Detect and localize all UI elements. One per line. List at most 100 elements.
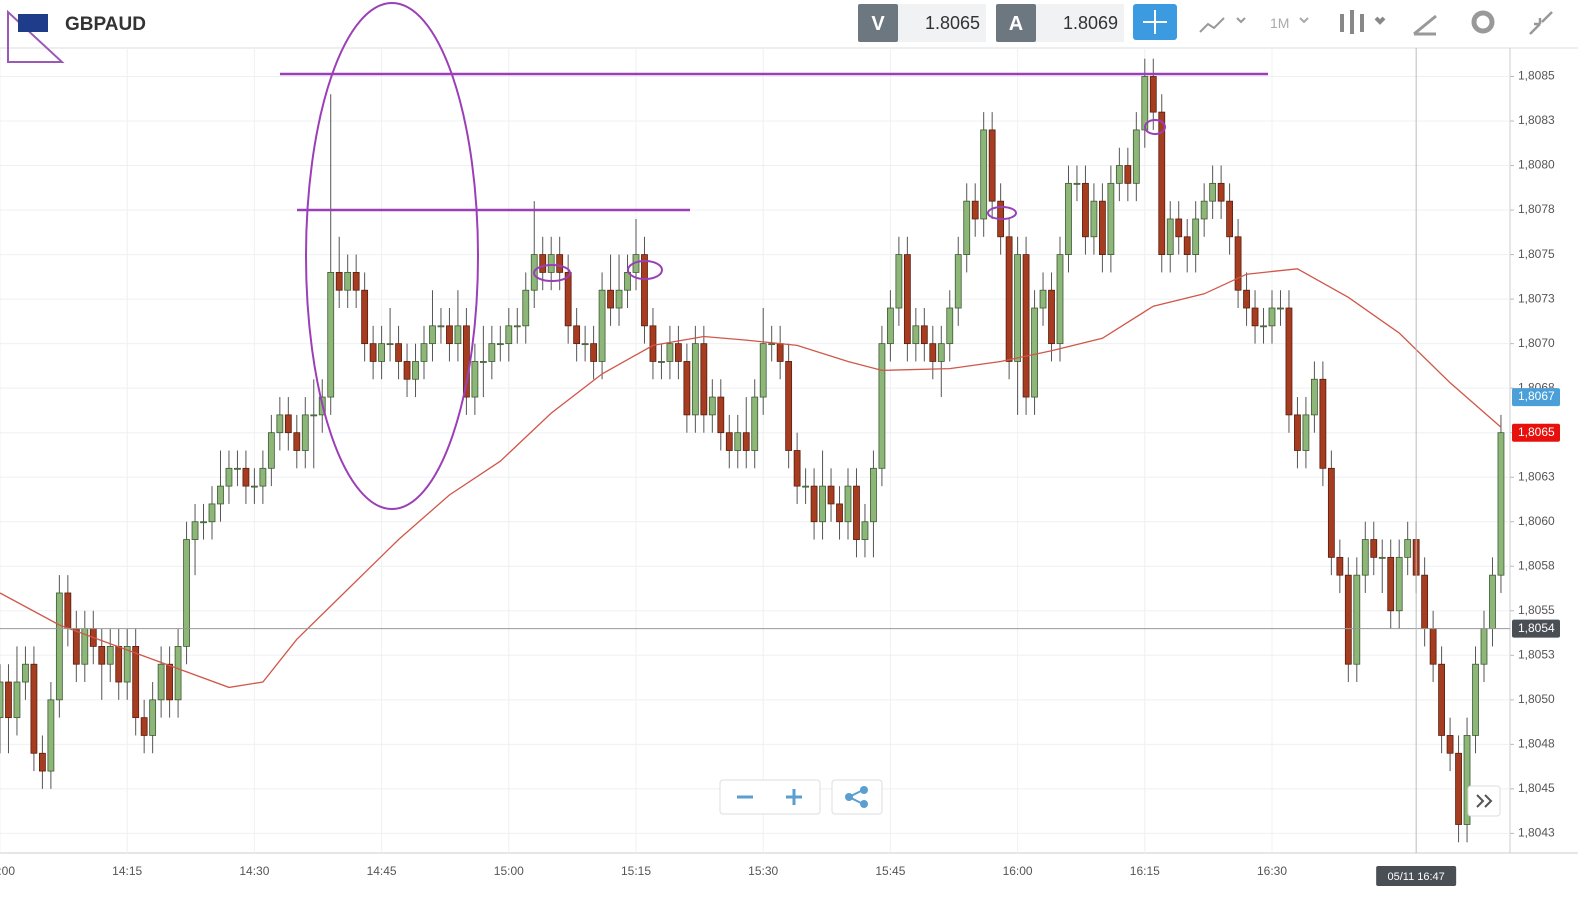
bid-value-box[interactable]	[898, 4, 986, 42]
candle-up	[1014, 254, 1021, 362]
candle-up	[191, 521, 199, 540]
y-tick-label: 1,8043	[1518, 826, 1555, 840]
candle-up	[217, 485, 224, 505]
marker-ellipse[interactable]	[627, 260, 663, 280]
candle-up	[895, 254, 903, 309]
candle-up	[615, 289, 623, 309]
candle-down	[1022, 254, 1030, 398]
candle-down	[140, 717, 148, 736]
candle-up	[301, 414, 309, 451]
marker-ellipse[interactable]	[1144, 119, 1166, 135]
draw-button[interactable]	[1413, 14, 1437, 36]
bid-box[interactable]	[858, 4, 898, 42]
candle-up	[327, 272, 335, 398]
price-tag-label: 1,8067	[1518, 389, 1555, 403]
candle-up	[1463, 735, 1471, 825]
candle-up	[1497, 432, 1505, 576]
x-tick-label: 16:30	[1257, 864, 1287, 878]
y-tick-label: 1,8080	[1518, 158, 1555, 172]
share-box[interactable]	[831, 779, 883, 815]
zoom-box	[719, 779, 821, 815]
candle-up	[1132, 129, 1140, 184]
candle-down	[369, 343, 377, 362]
candle-up	[1361, 539, 1369, 576]
candle-up	[598, 289, 606, 362]
candle-up	[980, 129, 988, 220]
y-tick-label: 1,8058	[1518, 558, 1555, 572]
settings-button[interactable]	[1471, 10, 1495, 34]
candle-up	[123, 646, 131, 683]
candle-up	[1192, 218, 1200, 255]
candle-down	[836, 503, 843, 523]
candle-down	[793, 450, 801, 487]
candle-up	[751, 396, 759, 451]
candle-down	[556, 254, 564, 273]
candle-up	[963, 200, 971, 255]
x-tick-label: 14:00	[0, 864, 15, 878]
candle-down	[1294, 414, 1301, 451]
candle-down	[1446, 735, 1454, 754]
ask-label: A	[1009, 13, 1023, 35]
candle-down	[929, 343, 937, 362]
candle-up	[1200, 200, 1208, 220]
crosshair-y-tag	[1512, 619, 1560, 638]
candle-up	[378, 343, 386, 362]
candle-up	[149, 699, 157, 736]
timeframe[interactable]: 1M	[1270, 15, 1289, 31]
candle-up	[1395, 556, 1403, 612]
zoom-in[interactable]	[786, 789, 802, 805]
x-tick-label: 14:15	[112, 864, 142, 878]
candle-up	[1166, 218, 1174, 255]
candle-up	[1039, 289, 1047, 309]
candle-down	[988, 129, 996, 202]
candle-up	[22, 663, 29, 683]
candle-up	[912, 325, 920, 345]
chart-type-button[interactable]	[1199, 17, 1246, 33]
candle-down	[1285, 307, 1293, 416]
indicators-button[interactable]	[1340, 10, 1386, 34]
moving-average	[0, 268, 1502, 689]
candle-down	[573, 325, 581, 345]
highlight-ellipse[interactable]	[305, 2, 479, 510]
candle-up	[1107, 182, 1115, 255]
candle-down	[403, 361, 411, 380]
candle-down	[920, 325, 928, 345]
candle-up	[437, 325, 445, 328]
collapse-button[interactable]	[1529, 11, 1553, 35]
candle-up	[1115, 165, 1123, 184]
x-tick-label: 16:00	[1003, 864, 1033, 878]
candle-down	[1005, 236, 1013, 362]
candle-up	[0, 681, 4, 719]
candle-down	[539, 254, 547, 273]
marker-ellipse[interactable]	[533, 264, 571, 282]
y-tick-label: 1,8078	[1518, 202, 1555, 216]
candle-up	[1311, 378, 1318, 416]
candle-up	[658, 361, 665, 363]
candle-down	[1099, 200, 1106, 255]
bid-value: 1.8065	[925, 13, 980, 33]
candle-down	[72, 628, 80, 665]
candle-up	[1065, 182, 1072, 255]
candle-up	[870, 467, 877, 523]
candle-up	[106, 646, 114, 665]
candle-down	[903, 254, 911, 345]
candle-down	[641, 254, 648, 327]
marker-ellipse[interactable]	[987, 206, 1017, 220]
candle-down	[1175, 218, 1183, 238]
y-tick-label: 1,8085	[1518, 69, 1555, 83]
candle-down	[590, 343, 597, 362]
candle-down	[675, 343, 682, 362]
candle-up	[250, 485, 258, 488]
ask-value-box[interactable]	[1036, 4, 1124, 42]
drawing-triangle[interactable]	[7, 9, 65, 63]
candle-down	[827, 485, 835, 505]
price-tag	[1512, 423, 1560, 442]
ask-box[interactable]	[996, 4, 1036, 42]
candle-up	[496, 343, 504, 346]
candle-down	[1327, 467, 1335, 558]
candle-up	[734, 432, 742, 451]
candle-up	[937, 343, 945, 362]
candle-up	[1260, 325, 1267, 328]
candle-down	[564, 272, 572, 327]
